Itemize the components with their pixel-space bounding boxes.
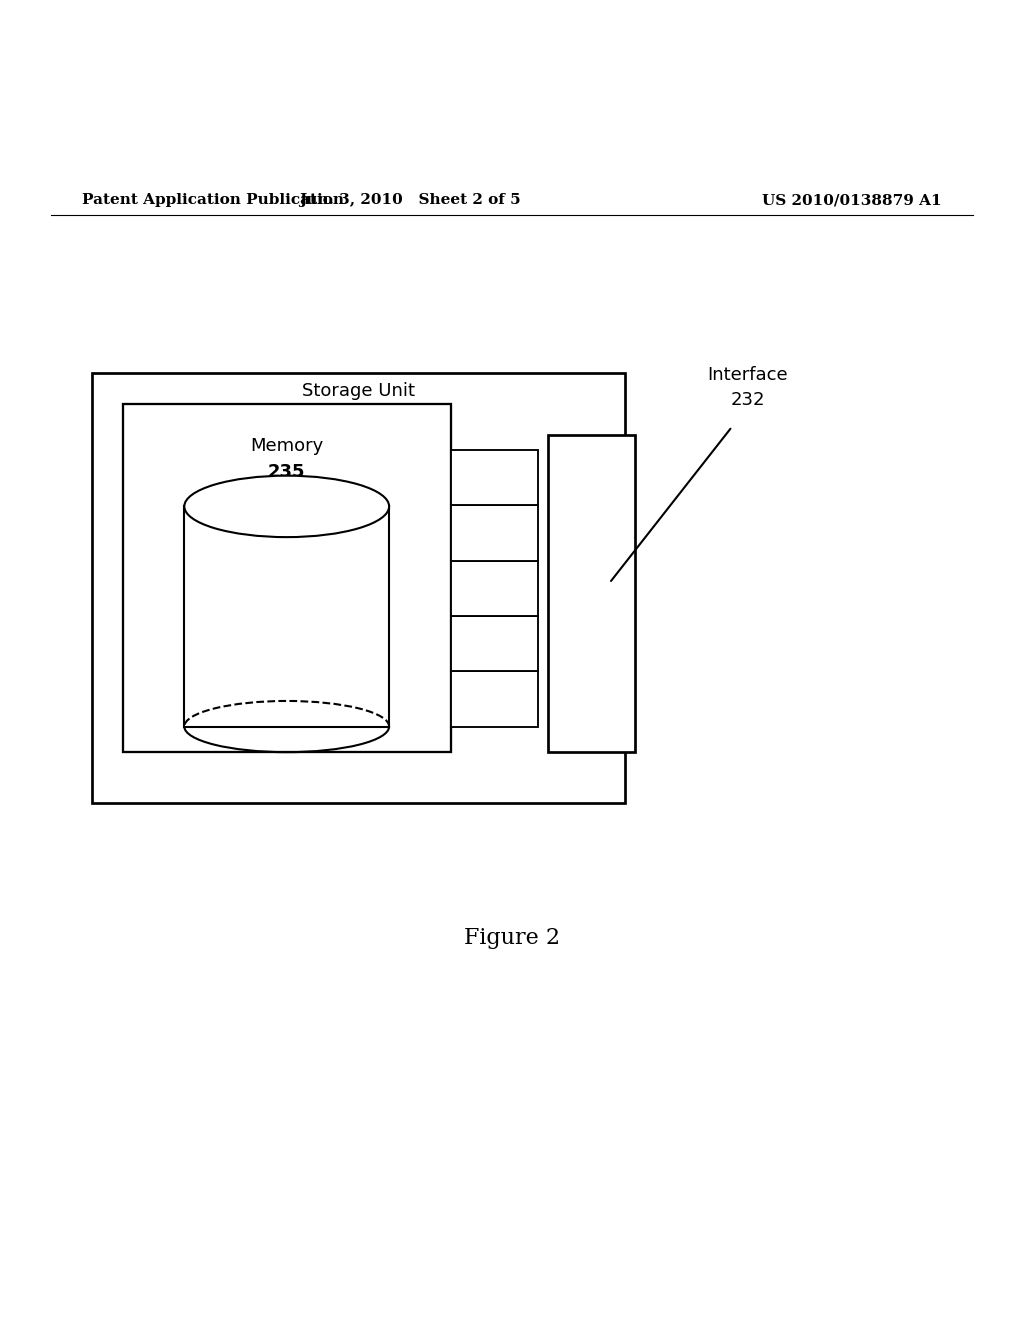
Text: 230: 230 <box>340 437 377 455</box>
Bar <box>451 561 538 616</box>
Text: 235: 235 <box>268 463 305 480</box>
Text: Jun. 3, 2010   Sheet 2 of 5: Jun. 3, 2010 Sheet 2 of 5 <box>299 193 520 207</box>
Text: Storage Unit: Storage Unit <box>302 381 415 400</box>
Bar <box>451 672 538 726</box>
Bar <box>184 507 389 726</box>
Bar <box>123 404 451 752</box>
Text: Media: Media <box>260 576 313 594</box>
Text: (FRSU): (FRSU) <box>328 412 389 429</box>
Bar <box>451 616 538 672</box>
Bar <box>451 506 538 561</box>
Text: 237: 237 <box>268 632 305 649</box>
Bar <box>92 374 625 804</box>
Text: US 2010/0138879 A1: US 2010/0138879 A1 <box>763 193 942 207</box>
Text: Patent Application Publication: Patent Application Publication <box>82 193 344 207</box>
Bar <box>451 450 538 506</box>
Text: 232: 232 <box>730 391 765 409</box>
Text: Figure 2: Figure 2 <box>464 927 560 949</box>
Text: Content: Content <box>251 601 323 619</box>
Ellipse shape <box>184 475 389 537</box>
Text: Interface: Interface <box>708 366 787 384</box>
Bar <box>548 434 635 752</box>
Text: Memory: Memory <box>250 437 324 455</box>
